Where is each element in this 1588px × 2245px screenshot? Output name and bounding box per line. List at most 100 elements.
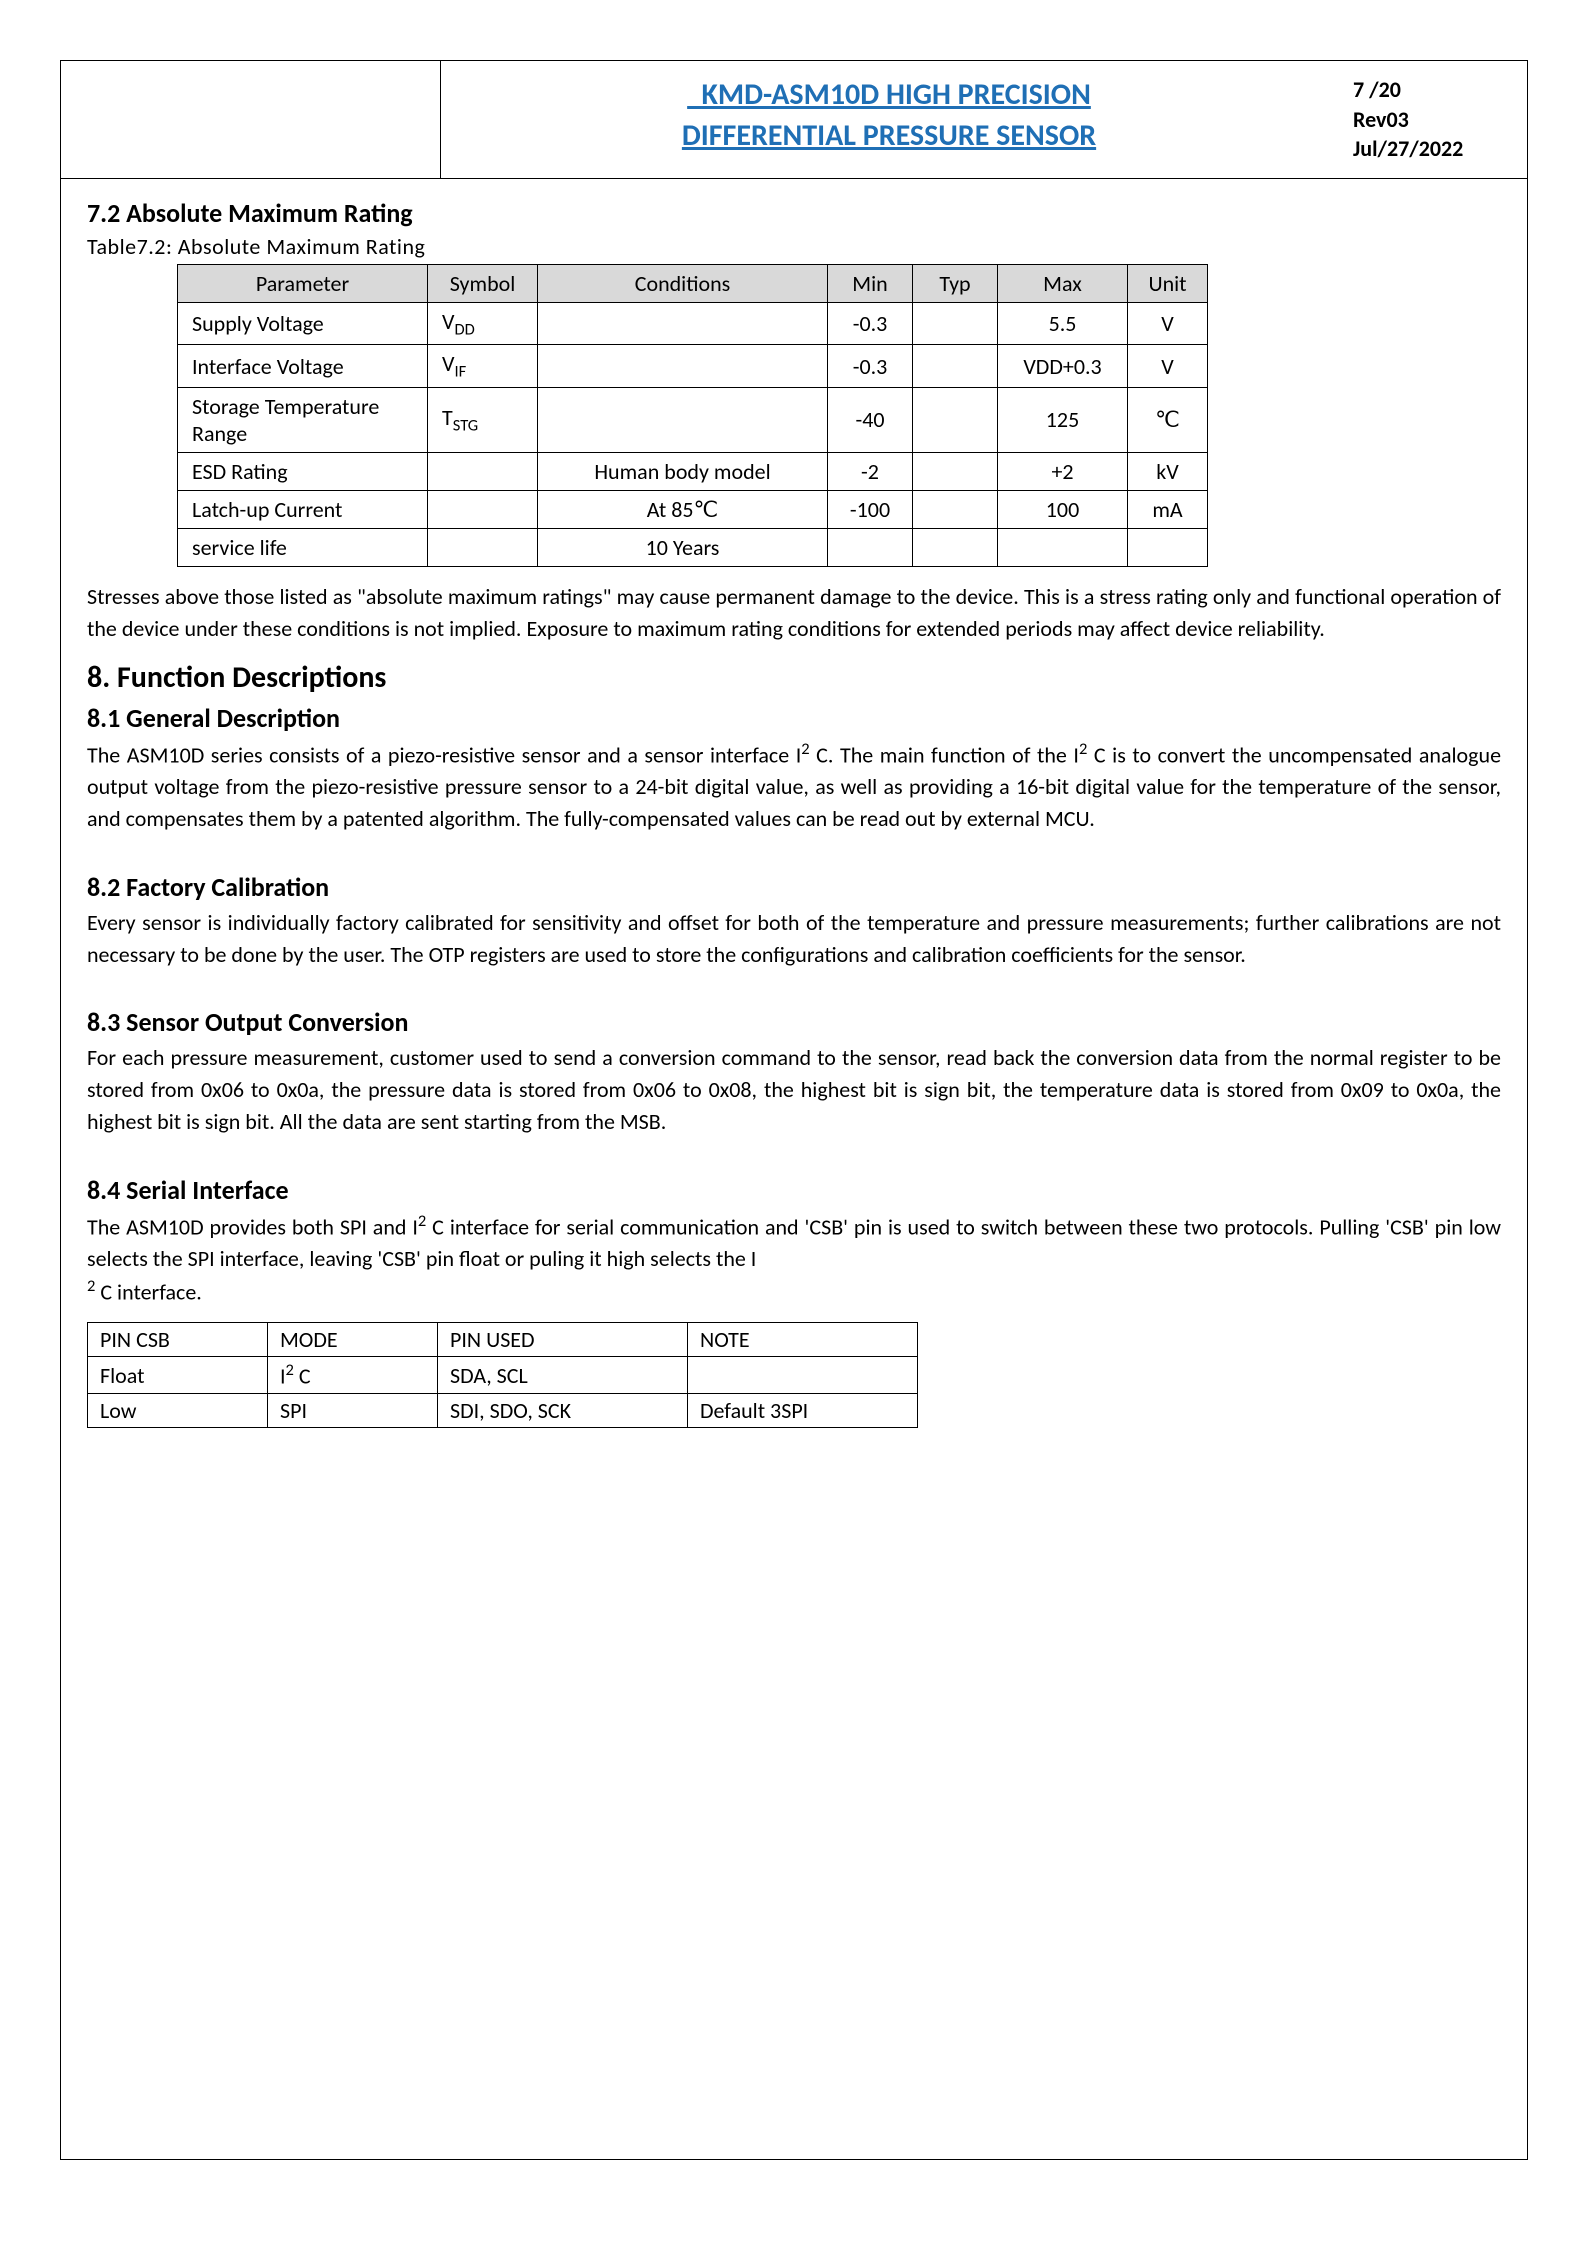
- cell-param: ESD Rating: [178, 452, 428, 490]
- heading-8: 8. Function Descriptions: [87, 659, 1501, 696]
- table-abs-max: Parameter Symbol Conditions Min Typ Max …: [177, 264, 1208, 567]
- cell-typ: [913, 452, 998, 490]
- cell-min: -0.3: [828, 303, 913, 345]
- cell-symbol: TSTG: [428, 387, 538, 452]
- cell-typ: [913, 490, 998, 528]
- table-row: service life 10 Years: [178, 528, 1208, 566]
- hidden-char: Z: [687, 76, 701, 113]
- cell-note: [688, 1357, 918, 1393]
- cell-max: 5.5: [998, 303, 1128, 345]
- cell-param: Latch-up Current: [178, 490, 428, 528]
- cell-unit: [1128, 528, 1208, 566]
- cell-max: +2: [998, 452, 1128, 490]
- title-line2: DIFFERENTIAL PRESSURE SENSOR: [682, 117, 1096, 154]
- table-header-row: PIN CSB MODE PIN USED NOTE: [88, 1323, 918, 1357]
- title-line1: KMD-ASM10D HIGH PRECISION: [701, 76, 1090, 113]
- cell-max: 100: [998, 490, 1128, 528]
- text: The ASM10D series consists of a piezo-re…: [87, 741, 801, 768]
- sup-2: 2: [801, 739, 809, 759]
- doc-title: ZKMD-ASM10D HIGH PRECISION DIFFERENTIAL …: [451, 75, 1327, 156]
- table-row: ESD Rating Human body model-2 +2kV: [178, 452, 1208, 490]
- body-8-2: Every sensor is individually factory cal…: [87, 907, 1501, 971]
- cell-param: Storage Temperature Range: [178, 387, 428, 452]
- cell-pins: SDA, SCL: [438, 1357, 688, 1393]
- text: The ASM10D provides both SPI and I: [87, 1213, 418, 1240]
- cell-unit: V: [1128, 345, 1208, 387]
- cell-cond: Human body model: [538, 452, 828, 490]
- header-meta: 7 /20 Rev03 Jul/27/2022: [1337, 61, 1527, 178]
- heading-8-1: 8.1 General Description: [87, 702, 1501, 734]
- cell-pins: SDI, SDO, SCK: [438, 1393, 688, 1427]
- page-header: ZKMD-ASM10D HIGH PRECISION DIFFERENTIAL …: [61, 61, 1527, 179]
- cell-param: service life: [178, 528, 428, 566]
- page-number: 7 /20: [1353, 75, 1511, 105]
- cell-typ: [913, 387, 998, 452]
- col-typ: Typ: [913, 265, 998, 303]
- body-8-3: For each pressure measurement, customer …: [87, 1042, 1501, 1138]
- cell-symbol: VDD: [428, 303, 538, 345]
- cell-min: [828, 528, 913, 566]
- cell-min: -2: [828, 452, 913, 490]
- cell-max: VDD+0.3: [998, 345, 1128, 387]
- table-caption-7-2: Table7.2: Absolute Maximum Rating: [87, 233, 1501, 260]
- col-pin-csb: PIN CSB: [88, 1323, 268, 1357]
- table-row: Interface VoltageVIF -0.3 VDD+0.3V: [178, 345, 1208, 387]
- cell-cond: [538, 303, 828, 345]
- cell-max: [998, 528, 1128, 566]
- col-conditions: Conditions: [538, 265, 828, 303]
- table-row: Storage Temperature RangeTSTG -40 125℃: [178, 387, 1208, 452]
- heading-8-4: 8.4 Serial Interface: [87, 1174, 1501, 1206]
- text: C. The main function of the I: [810, 741, 1079, 768]
- cell-symbol: [428, 490, 538, 528]
- cell-min: -0.3: [828, 345, 913, 387]
- cell-csb: Low: [88, 1393, 268, 1427]
- heading-8-2: 8.2 Factory Calibration: [87, 871, 1501, 903]
- cell-typ: [913, 345, 998, 387]
- cell-cond: At 85℃: [538, 490, 828, 528]
- col-unit: Unit: [1128, 265, 1208, 303]
- cell-mode: I2 C: [268, 1357, 438, 1393]
- body-8-4: The ASM10D provides both SPI and I2 C in…: [87, 1210, 1501, 1308]
- cell-csb: Float: [88, 1357, 268, 1393]
- cell-cond: [538, 387, 828, 452]
- body-8-1: The ASM10D series consists of a piezo-re…: [87, 738, 1501, 835]
- cell-max: 125: [998, 387, 1128, 452]
- page-content: 7.2 Absolute Maximum Rating Table7.2: Ab…: [61, 179, 1527, 1468]
- revision: Rev03: [1353, 105, 1511, 135]
- cell-note: Default 3SPI: [688, 1393, 918, 1427]
- cell-param: Supply Voltage: [178, 303, 428, 345]
- col-note: NOTE: [688, 1323, 918, 1357]
- cell-param: Interface Voltage: [178, 345, 428, 387]
- col-max: Max: [998, 265, 1128, 303]
- cell-mode: SPI: [268, 1393, 438, 1427]
- doc-date: Jul/27/2022: [1353, 134, 1511, 164]
- cell-symbol: [428, 452, 538, 490]
- cell-symbol: VIF: [428, 345, 538, 387]
- note-abs-max: Stresses above those listed as "absolute…: [87, 581, 1501, 645]
- table-row: Latch-up Current At 85℃-100 100mA: [178, 490, 1208, 528]
- heading-7-2: 7.2 Absolute Maximum Rating: [87, 197, 1501, 229]
- cell-unit: mA: [1128, 490, 1208, 528]
- cell-unit: ℃: [1128, 387, 1208, 452]
- page-frame: ZKMD-ASM10D HIGH PRECISION DIFFERENTIAL …: [60, 60, 1528, 2160]
- cell-typ: [913, 528, 998, 566]
- col-symbol: Symbol: [428, 265, 538, 303]
- cell-min: -100: [828, 490, 913, 528]
- table-row: LowSPISDI, SDO, SCKDefault 3SPI: [88, 1393, 918, 1427]
- table-row: Supply VoltageVDD-0.35.5V: [178, 303, 1208, 345]
- header-logo-cell: [61, 61, 441, 178]
- table-mode: PIN CSB MODE PIN USED NOTE FloatI2 CSDA,…: [87, 1322, 918, 1427]
- table-header-row: Parameter Symbol Conditions Min Typ Max …: [178, 265, 1208, 303]
- heading-8-3: 8.3 Sensor Output Conversion: [87, 1006, 1501, 1038]
- col-pin-used: PIN USED: [438, 1323, 688, 1357]
- cell-typ: [913, 303, 998, 345]
- table-row: FloatI2 CSDA, SCL: [88, 1357, 918, 1393]
- cell-symbol: [428, 528, 538, 566]
- cell-cond: 10 Years: [538, 528, 828, 566]
- col-mode: MODE: [268, 1323, 438, 1357]
- cell-min: -40: [828, 387, 913, 452]
- col-min: Min: [828, 265, 913, 303]
- col-parameter: Parameter: [178, 265, 428, 303]
- cell-unit: kV: [1128, 452, 1208, 490]
- text: C interface.: [95, 1279, 201, 1306]
